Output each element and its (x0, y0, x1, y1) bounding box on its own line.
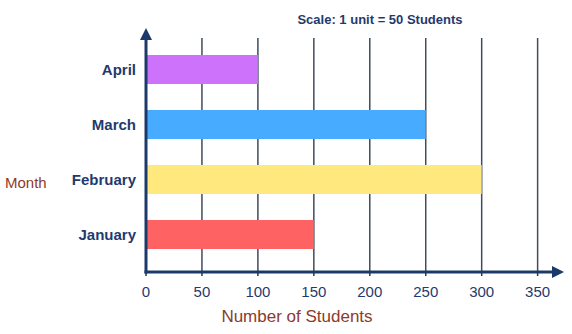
tick-label: 100 (245, 283, 270, 300)
tick-label: 350 (525, 283, 550, 300)
y-axis-arrow (140, 28, 152, 40)
grid-line (481, 38, 483, 272)
tick-label: 300 (469, 283, 494, 300)
y-axis (145, 36, 148, 274)
tick-label: 50 (194, 283, 211, 300)
y-axis-label: Month (5, 174, 47, 191)
x-axis-arrow (552, 266, 564, 278)
bar (146, 55, 258, 84)
bars (146, 55, 482, 249)
category-label: April (102, 61, 136, 78)
grid (146, 38, 538, 272)
title: Scale: 1 unit = 50 Students (297, 12, 462, 27)
chart: January February March April 0 50 100 150 200 250… (0, 0, 572, 334)
category-label: March (92, 116, 136, 133)
tick-label: 150 (301, 283, 326, 300)
bar (146, 220, 314, 249)
category-label: January (78, 226, 136, 243)
x-axis-label: Number of Students (221, 307, 372, 326)
grid-line (425, 38, 427, 272)
grid-line (537, 38, 539, 272)
x-axis (145, 271, 557, 274)
grid-line (369, 38, 371, 272)
bar (146, 165, 482, 194)
tick-label: 200 (357, 283, 382, 300)
tick-label: 0 (142, 283, 150, 300)
tick-label: 250 (413, 283, 438, 300)
bar (146, 110, 426, 139)
category-label: February (72, 171, 137, 188)
